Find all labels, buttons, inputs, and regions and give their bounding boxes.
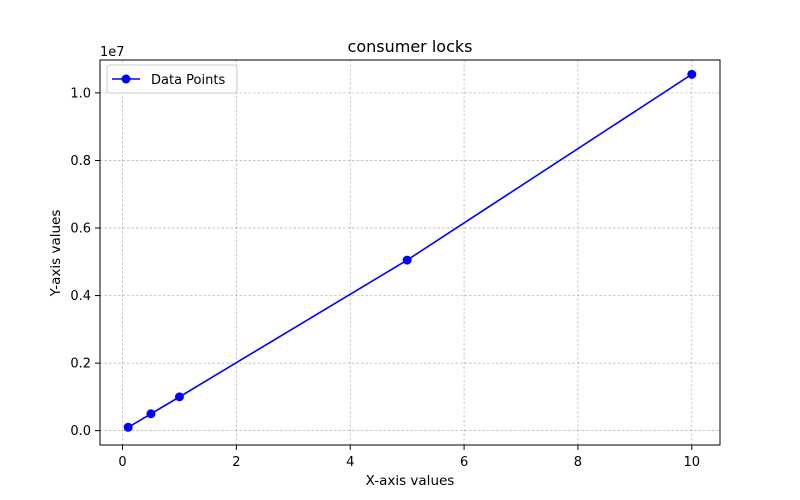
x-tick-label: 10	[684, 455, 701, 470]
legend-marker	[121, 74, 131, 84]
legend-box	[106, 64, 238, 94]
x-axis-label: X-axis values	[366, 473, 455, 489]
x-tick-label: 2	[232, 455, 240, 470]
data-point	[146, 409, 156, 419]
x-axis-ticks: 0 2 4 6 8 10	[118, 445, 700, 470]
data-point	[687, 69, 697, 79]
data-point	[123, 422, 133, 432]
plot-frame	[99, 59, 721, 446]
y-axis-label: Y-axis values	[48, 210, 64, 298]
y-tick-label: 1.0	[70, 86, 91, 101]
data-point	[174, 392, 184, 402]
y-tick-label: 0.8	[70, 154, 91, 169]
x-tick-label: 0	[118, 455, 126, 470]
x-tick-label: 6	[460, 455, 468, 470]
series-layer	[123, 69, 697, 432]
grid	[100, 60, 720, 445]
y-tick-label: 0.6	[70, 222, 91, 237]
y-tick-label: 0.0	[70, 424, 91, 439]
data-point	[402, 255, 412, 265]
y-tick-label: 0.4	[70, 289, 91, 304]
x-tick-label: 4	[346, 455, 354, 470]
y-axis-offset-label: 1e7	[100, 45, 125, 60]
x-tick-label: 8	[574, 455, 582, 470]
y-tick-label: 0.2	[70, 357, 91, 372]
legend-label: Data Points	[151, 73, 225, 88]
chart-title: consumer locks	[348, 37, 473, 56]
legend: Data Points	[106, 64, 238, 94]
y-axis-ticks: 0.0 0.2 0.4 0.6 0.8 1.0	[70, 86, 100, 439]
